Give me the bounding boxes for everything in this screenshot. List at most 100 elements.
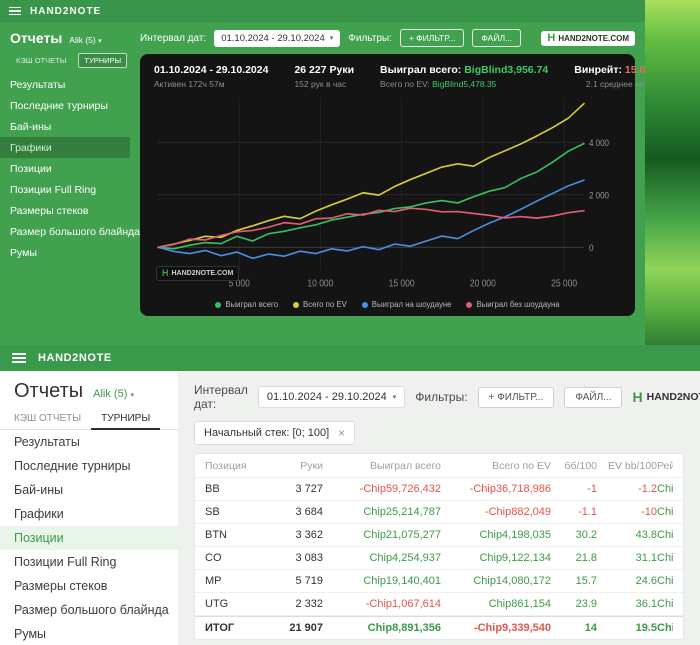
- chart-area: 5 000 10 000 15 000 20 000 25 000 0 2 000 4 000…: [154, 93, 621, 297]
- sidebar-item-размеры-стеков[interactable]: Размеры стеков: [14, 579, 108, 593]
- sidebar-item-результаты[interactable]: Результаты: [10, 78, 66, 91]
- logo-text: HAND2NOTE.COM: [646, 391, 700, 403]
- table-cell: 31.1: [635, 552, 657, 564]
- sidebar-item-бай-ины[interactable]: Бай-ины: [10, 120, 52, 133]
- table-cell: 21.8: [575, 552, 597, 564]
- table-cell: MP: [205, 575, 222, 587]
- table-cell: Chip0: [657, 506, 673, 518]
- tab-турниры[interactable]: ТУРНИРЫ: [91, 408, 161, 430]
- column-header[interactable]: Выиграл всего: [370, 459, 441, 472]
- sidebar-item-графики[interactable]: Графики: [14, 507, 64, 521]
- account-selector[interactable]: Alik (5) ▾: [93, 388, 134, 400]
- table-cell: BB: [205, 483, 220, 495]
- table-cell: -Chip36,718,986: [469, 483, 551, 495]
- reports-title: Отчеты: [14, 380, 84, 402]
- table-row[interactable]: MP 5 719 Chip19,140,401 Chip14,080,172 15.7 2…: [195, 570, 683, 593]
- legend-item[interactable]: Выиграл всего: [215, 300, 278, 309]
- sidebar-item-результаты[interactable]: Результаты: [14, 435, 80, 449]
- legend-dot-icon: [361, 301, 368, 308]
- table-row[interactable]: SB 3 684 Chip25,214,787 -Chip882,049 -1.1 -10…: [195, 501, 683, 524]
- column-header[interactable]: бб/100: [564, 459, 597, 472]
- filters-label: Фильтры:: [348, 32, 392, 44]
- sidebar-item-позиции[interactable]: Позиции: [0, 526, 178, 550]
- legend-dot-icon: [466, 301, 473, 308]
- svg-text:25 000: 25 000: [551, 278, 577, 289]
- table-cell: BTN: [205, 529, 227, 541]
- add-filter-button[interactable]: + ФИЛЬТР...: [477, 386, 555, 408]
- account-selector[interactable]: Alik (5) ▾: [69, 35, 101, 45]
- legend-item[interactable]: Выиграл без шоудауна: [466, 300, 560, 309]
- table-cell: 2 332: [295, 598, 323, 610]
- legend-item[interactable]: Выиграл на шоудауне: [361, 300, 452, 309]
- table-row[interactable]: ИТОГ 21 907 Chip8,891,356 -Chip9,339,540 14 1…: [195, 616, 683, 639]
- filter-chip[interactable]: Начальный стек: [0; 100] ×: [194, 421, 356, 445]
- file-button[interactable]: ФАЙЛ...: [564, 386, 623, 408]
- table-cell: CO: [205, 552, 222, 564]
- table-cell: 43.8: [635, 529, 657, 541]
- watermark-text: HAND2NOTE.COM: [171, 270, 234, 277]
- legend-dot-icon: [215, 301, 222, 308]
- sidebar-item-румы[interactable]: Румы: [10, 246, 37, 259]
- desktop-wallpaper: [645, 0, 700, 345]
- date-range-picker[interactable]: 01.10.2024 - 29.10.2024 ▾: [257, 386, 406, 408]
- file-button[interactable]: ФАЙЛ...: [472, 29, 522, 47]
- sidebar-item-размер-большого-блайнда[interactable]: Размер большого блайнда: [14, 603, 169, 617]
- table-row[interactable]: UTG 2 332 -Chip1,067,614 Chip861,154 23.9 36.…: [195, 593, 683, 616]
- date-range-picker[interactable]: 01.10.2024 - 29.10.2024 ▾: [214, 29, 341, 47]
- hamburger-menu-icon[interactable]: [0, 6, 30, 16]
- sidebar-item-последние-турниры[interactable]: Последние турниры: [14, 459, 131, 473]
- table-row[interactable]: BB 3 727 -Chip59,726,432 -Chip36,718,986 -1 -…: [195, 478, 683, 501]
- sidebar-item-размеры-стеков[interactable]: Размеры стеков: [10, 204, 89, 217]
- bottom-toolbar: Интервал дат: 01.10.2024 - 29.10.2024 ▾ Ф…: [194, 383, 700, 411]
- close-icon[interactable]: ×: [338, 426, 346, 440]
- sidebar-item-бай-ины[interactable]: Бай-ины: [14, 483, 64, 497]
- sidebar-item-позиции-full-ring[interactable]: Позиции Full Ring: [10, 183, 97, 196]
- sidebar-item-графики[interactable]: Графики: [0, 137, 130, 158]
- table-cell: 3 684: [295, 506, 323, 518]
- avg-tables: 2.1 среднее число столов: [585, 79, 688, 89]
- filters-label: Фильтры:: [415, 390, 468, 404]
- table-cell: -1: [587, 483, 597, 495]
- add-filter-button[interactable]: + ФИЛЬТР...: [399, 29, 465, 47]
- bottom-main: Интервал дат: 01.10.2024 - 29.10.2024 ▾ Ф…: [178, 371, 700, 645]
- hamburger-menu-icon[interactable]: [0, 353, 38, 363]
- table-row[interactable]: BTN 3 362 Chip21,075,277 Chip4,198,035 30.2 4…: [195, 524, 683, 547]
- table-cell: Chip19,140,401: [363, 575, 441, 587]
- column-header[interactable]: Руки: [300, 459, 323, 472]
- svg-text:4 000: 4 000: [589, 137, 609, 148]
- date-range-value: 01.10.2024 - 29.10.2024: [266, 391, 387, 403]
- h2n-h-icon: H: [632, 389, 643, 405]
- top-toolbar: Интервал дат: 01.10.2024 - 29.10.2024 ▾ Ф…: [130, 22, 645, 52]
- sidebar-item-последние-турниры[interactable]: Последние турниры: [10, 99, 108, 112]
- legend-label: Выиграл на шоудауне: [371, 300, 452, 309]
- tab-кэш-отчеты[interactable]: КЭШ ОТЧЕТЫ: [14, 413, 82, 424]
- table-cell: -Chip882,049: [484, 506, 551, 518]
- graph-panel: 01.10.2024 - 29.10.2024 Активен 172ч 57м…: [140, 54, 688, 316]
- stat-active-time: Активен 172ч 57м: [154, 79, 225, 89]
- tab-турниры[interactable]: ТУРНИРЫ: [78, 53, 128, 68]
- column-header[interactable]: Всего по EV: [492, 459, 551, 472]
- column-header[interactable]: Позиция: [205, 459, 247, 472]
- sidebar-item-размер-большого-блайнда[interactable]: Размер большого блайнда: [10, 225, 140, 238]
- legend-item[interactable]: Всего по EV: [293, 300, 347, 309]
- column-header[interactable]: EV bb/100: [607, 459, 657, 472]
- interval-label: Интервал дат:: [140, 32, 207, 44]
- sidebar-item-позиции[interactable]: Позиции: [10, 162, 52, 175]
- table-cell: 23.9: [575, 598, 597, 610]
- chart-watermark: H HAND2NOTE.COM: [156, 266, 240, 281]
- ev-label: Всего по EV:: [380, 79, 430, 89]
- table-cell: Chip0: [657, 575, 673, 587]
- tab-кэш-отчеты[interactable]: КЭШ ОТЧЕТЫ: [16, 56, 67, 65]
- legend-dot-icon: [293, 301, 300, 308]
- column-header[interactable]: Рейк: [657, 459, 673, 472]
- sidebar-item-позиции-full-ring[interactable]: Позиции Full Ring: [14, 555, 117, 569]
- table-row[interactable]: CO 3 083 Chip4,254,937 Chip9,122,134 21.8 31.…: [195, 547, 683, 570]
- winrate-label: Винрейт:: [574, 64, 622, 76]
- legend-label: Выиграл без шоудауна: [476, 300, 560, 309]
- sidebar-item-румы[interactable]: Румы: [14, 627, 47, 641]
- stats-header: 01.10.2024 - 29.10.2024 Активен 172ч 57м…: [154, 64, 688, 89]
- table-cell: 21 907: [289, 622, 323, 634]
- svg-text:20 000: 20 000: [470, 278, 496, 289]
